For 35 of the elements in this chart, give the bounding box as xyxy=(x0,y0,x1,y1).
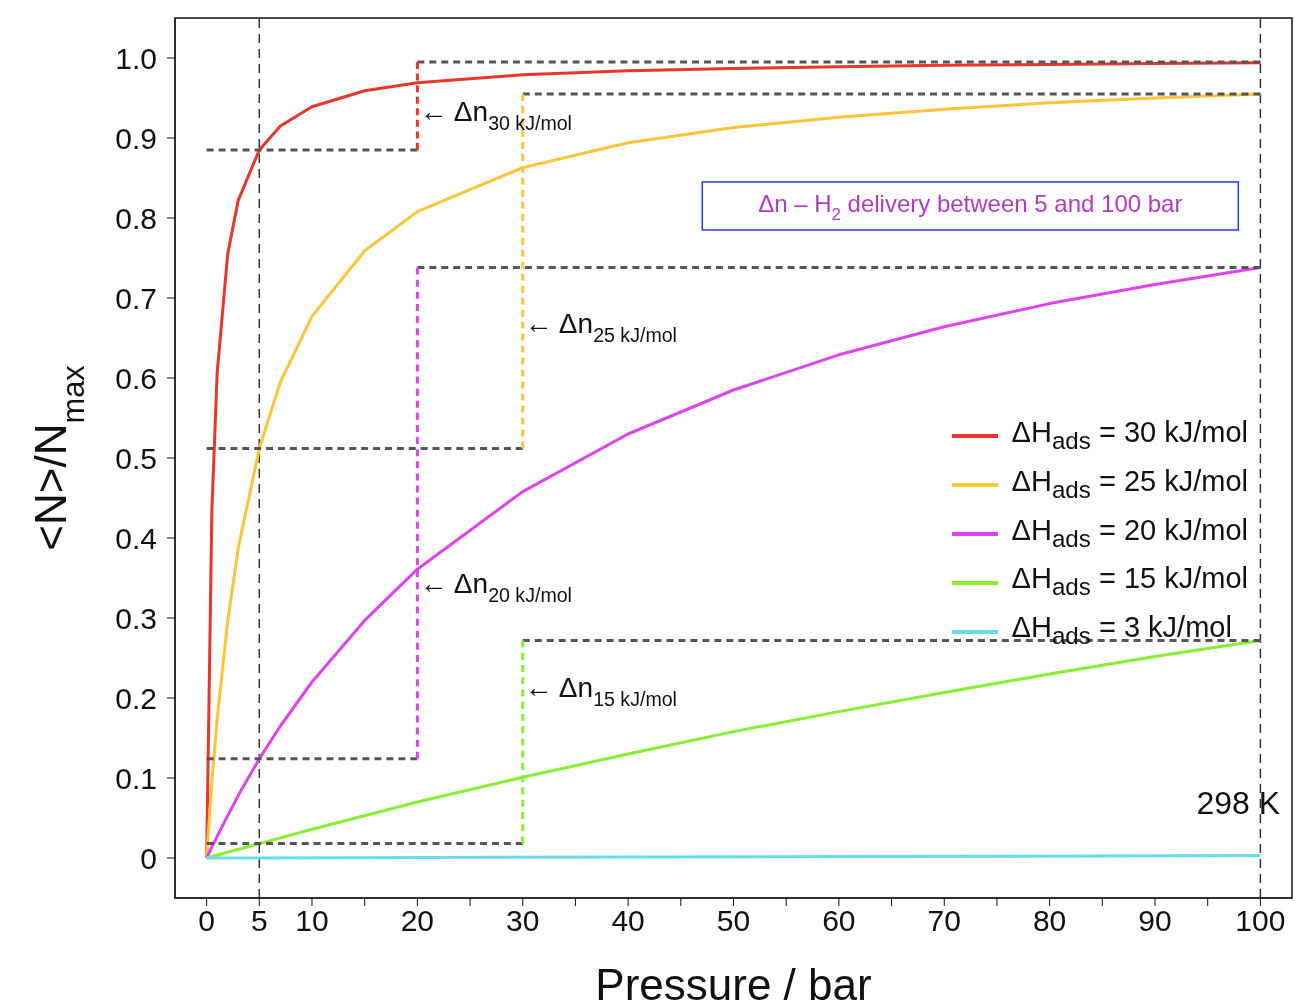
legend-label: ΔH$_{ads}$ = 30 kJ/mol xyxy=(1011,415,1248,456)
annotation: 298 K xyxy=(1196,785,1280,822)
x-tick-label: 50 xyxy=(716,904,751,938)
y-tick-label: 0.5 xyxy=(115,441,157,475)
legend-label: ΔH$_{ads}$ = 3 kJ/mol xyxy=(1011,610,1232,651)
y-tick-label: 0.6 xyxy=(115,361,157,395)
y-tick-label: 0.2 xyxy=(115,681,157,715)
x-tick-label: 60 xyxy=(822,904,856,938)
y-tick-label: 1.0 xyxy=(115,41,157,75)
y-tick-label: 0.3 xyxy=(115,601,157,635)
x-tick-label: 5 xyxy=(250,904,268,938)
x-tick-label: 100 xyxy=(1235,904,1286,938)
legend-label: ΔH$_{ads}$ = 15 kJ/mol xyxy=(1011,561,1248,603)
annotation: ← Δn$_{20 kJ/mol}$ xyxy=(419,567,572,606)
annotation: ← Δn$_{15 kJ/mol}$ xyxy=(524,672,677,711)
y-tick-label: 0 xyxy=(140,841,157,875)
x-tick-label: 70 xyxy=(927,904,961,938)
y-tick-label: 0.9 xyxy=(115,121,157,155)
x-tick-label: 40 xyxy=(611,904,645,938)
legend-label: ΔH$_{ads}$ = 20 kJ/mol xyxy=(1011,512,1248,554)
x-tick-label: 30 xyxy=(506,904,540,938)
legend-label: ΔH$_{ads}$ = 25 kJ/mol xyxy=(1011,463,1248,505)
y-tick-label: 0.1 xyxy=(115,761,157,795)
x-tick-label: 90 xyxy=(1138,904,1172,938)
annotation: ← Δn$_{30 kJ/mol}$ xyxy=(419,96,572,135)
x-tick-label: 20 xyxy=(400,904,435,938)
y-tick-label: 0.4 xyxy=(115,521,157,555)
annotation: ← Δn$_{25 kJ/mol}$ xyxy=(524,308,677,347)
y-tick-label: 0.7 xyxy=(115,281,157,315)
annotation: Δn – H$_{2}$ delivery between 5 and 100 bar xyxy=(758,190,1183,224)
x-tick-label: 0 xyxy=(198,904,215,938)
x-tick-label: 80 xyxy=(1032,904,1067,938)
x-tick-label: 10 xyxy=(295,904,329,938)
x-axis-title: Pressure / bar xyxy=(595,960,872,1006)
y-tick-label: 0.8 xyxy=(115,201,157,235)
